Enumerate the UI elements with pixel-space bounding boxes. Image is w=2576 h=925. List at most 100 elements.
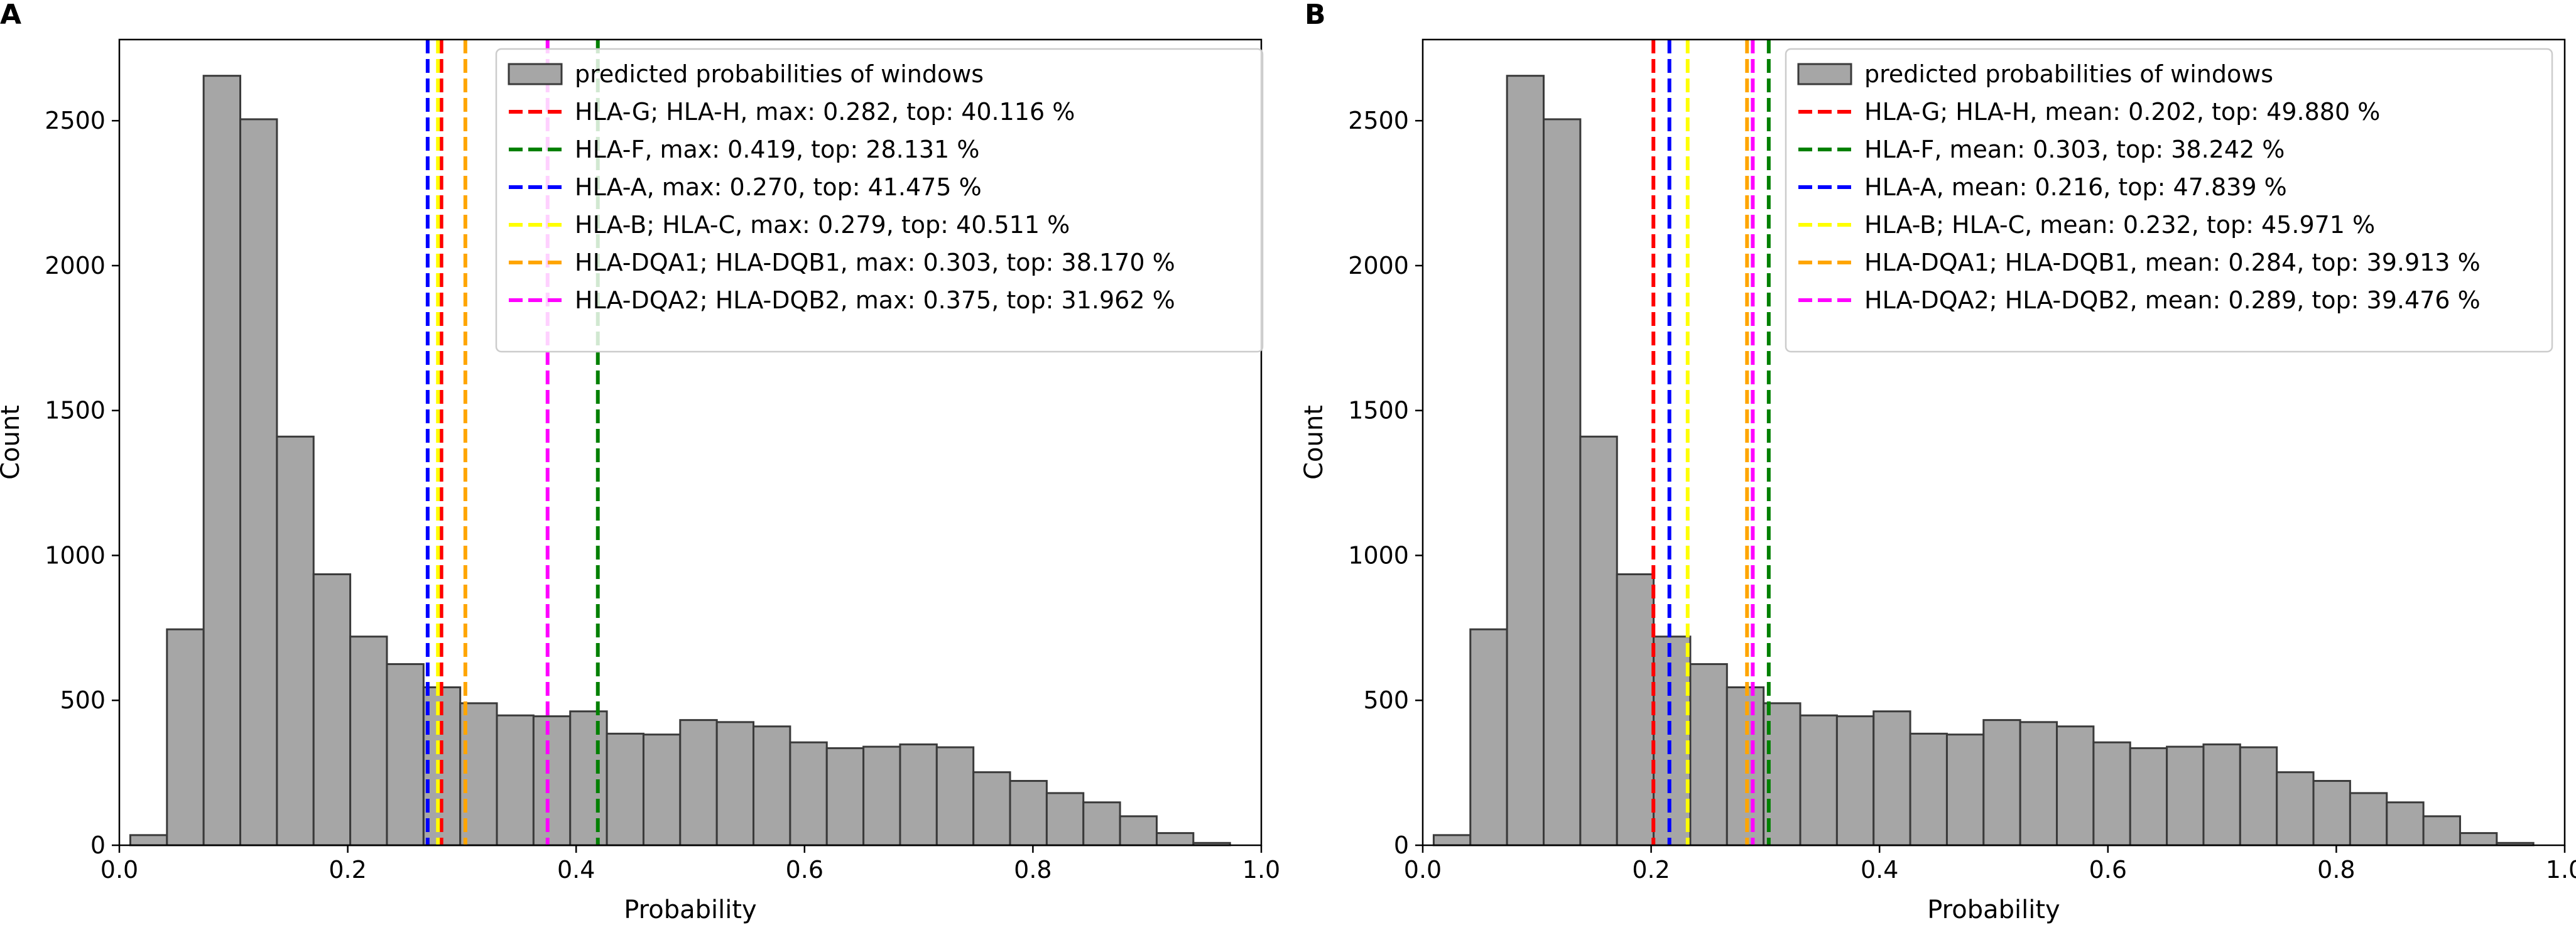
legend: predicted probabilities of windows HLA-G;… [495,48,1264,353]
y-tick-label: 2000 [1348,252,1409,279]
plot-frame [1421,38,2566,847]
histogram-bar [1155,832,1195,847]
histogram-bar [1653,636,1692,847]
panel-label: B [1305,0,1326,31]
histogram-bar [972,771,1011,847]
histogram-bar [789,741,828,847]
histogram-bar [1579,435,1618,847]
histogram-bar [276,435,315,847]
y-tick-label: 1500 [45,397,106,425]
histogram-bar [2092,741,2131,847]
y-tick-label: 0 [1394,831,1409,859]
histogram-bar [606,732,644,847]
legend-label: HLA-DQA1; HLA-DQB1, max: 0.303, top: 38.… [575,249,1175,276]
y-tick-label: 2500 [1348,107,1409,134]
x-axis-label: Probability [624,895,756,924]
legend-label: HLA-B; HLA-C, max: 0.279, top: 40.511 % [575,211,1070,239]
legend-label: HLA-G; HLA-H, max: 0.282, top: 40.116 % [575,98,1075,126]
histogram-bar [1432,834,1472,847]
legend-label: HLA-B; HLA-C, mean: 0.232, top: 45.971 % [1864,211,2375,239]
histogram-bar [753,725,791,847]
legend-label: HLA-A, mean: 0.216, top: 47.839 % [1864,173,2287,201]
x-tick-label: 0.8 [1014,856,1052,884]
histogram-bar [1045,792,1085,847]
x-tick-label: 0.4 [1861,856,1898,884]
histogram-bar [1909,732,1948,847]
legend-label: predicted probabilities of windows [575,60,984,88]
x-tick-label: 0.2 [329,856,366,884]
histogram-bar [166,628,205,847]
legend-label: HLA-F, max: 0.419, top: 28.131 % [575,136,979,163]
histogram-bar [2056,725,2095,847]
histogram-bar [2202,743,2241,847]
histogram-bar [642,733,682,847]
histogram-bar [1945,733,1985,847]
histogram-bar [349,636,388,847]
histogram-bar [715,721,755,847]
histogram-bar [569,710,608,847]
legend-box [495,48,1264,353]
histogram-bar [1982,719,2021,847]
histogram-bar [239,118,278,847]
y-axis-label: Count [0,405,25,480]
legend-label: HLA-A, max: 0.270, top: 41.475 % [575,173,982,201]
histogram-bar [386,663,425,847]
panel-label: A [0,0,21,31]
histogram-bar [496,714,535,847]
histogram-bar [2276,771,2315,847]
y-axis-label: Count [1300,405,1329,480]
histogram-bar [1469,628,1508,847]
legend-label: HLA-F, mean: 0.303, top: 38.242 % [1864,136,2285,163]
histogram-bar [1543,118,1582,847]
histogram-bar [2129,747,2168,847]
y-tick-label: 0 [90,831,106,859]
histogram-bar [1799,714,1838,847]
legend-swatch-histogram [1797,63,1852,85]
legend-box [1785,48,2553,353]
histogram-bar [2019,721,2058,847]
y-tick-label: 500 [1363,686,1409,714]
histogram-bar [1616,573,1655,847]
histogram-bar [202,75,242,847]
y-tick-label: 500 [60,686,106,714]
histogram-bar [1689,663,1728,847]
x-tick-label: 0.2 [1632,856,1670,884]
x-tick-label: 0.0 [101,856,138,884]
histogram-bar [2349,792,2388,847]
x-tick-label: 0.6 [2089,856,2127,884]
x-tick-label: 0.8 [2317,856,2355,884]
x-tick-label: 1.0 [1242,856,1280,884]
y-tick-label: 1000 [45,541,106,569]
legend-label: HLA-DQA2; HLA-DQB2, max: 0.375, top: 31.… [575,286,1175,314]
histogram-bar [935,746,975,847]
histogram-bar [899,743,938,847]
legend-label: HLA-G; HLA-H, mean: 0.202, top: 49.880 % [1864,98,2380,126]
histogram-bar [2312,780,2351,847]
y-tick-label: 1500 [1348,397,1409,425]
histogram-bar [2166,745,2205,847]
x-tick-label: 0.0 [1404,856,1442,884]
histogram-bar [1082,801,1121,847]
histogram-bar [532,715,572,847]
legend-label: HLA-DQA1; HLA-DQB1, mean: 0.284, top: 39… [1864,249,2481,276]
y-tick-label: 2500 [45,107,106,134]
histogram-bar [2459,832,2498,847]
histogram-bar [2386,801,2425,847]
histogram-bar [825,747,865,847]
x-tick-label: 1.0 [2546,856,2576,884]
x-tick-label: 0.4 [557,856,595,884]
legend-label: HLA-DQA2; HLA-DQB2, mean: 0.289, top: 39… [1864,286,2481,314]
histogram-bar [312,573,352,847]
legend-label: predicted probabilities of windows [1864,60,2273,88]
chart-panel-b: B 0.0 0.2 0.4 0.6 0.8 1.0 0 500 1000 1500 2000 2500 P… [1300,0,2576,924]
y-tick-label: 1000 [1348,541,1409,569]
histogram-bar [1835,715,1875,847]
x-axis-label: Probability [1927,895,2060,924]
y-tick-label: 2000 [45,252,106,279]
histogram-bar [1009,780,1048,847]
chart-panel-a: A 0.0 0.2 0.4 0.6 0.8 1.0 0 500 1000 1500 2000 2500 P… [0,0,1280,924]
histogram-bar [129,834,168,847]
histogram-bar [1872,710,1911,847]
plot-frame [118,38,1263,847]
